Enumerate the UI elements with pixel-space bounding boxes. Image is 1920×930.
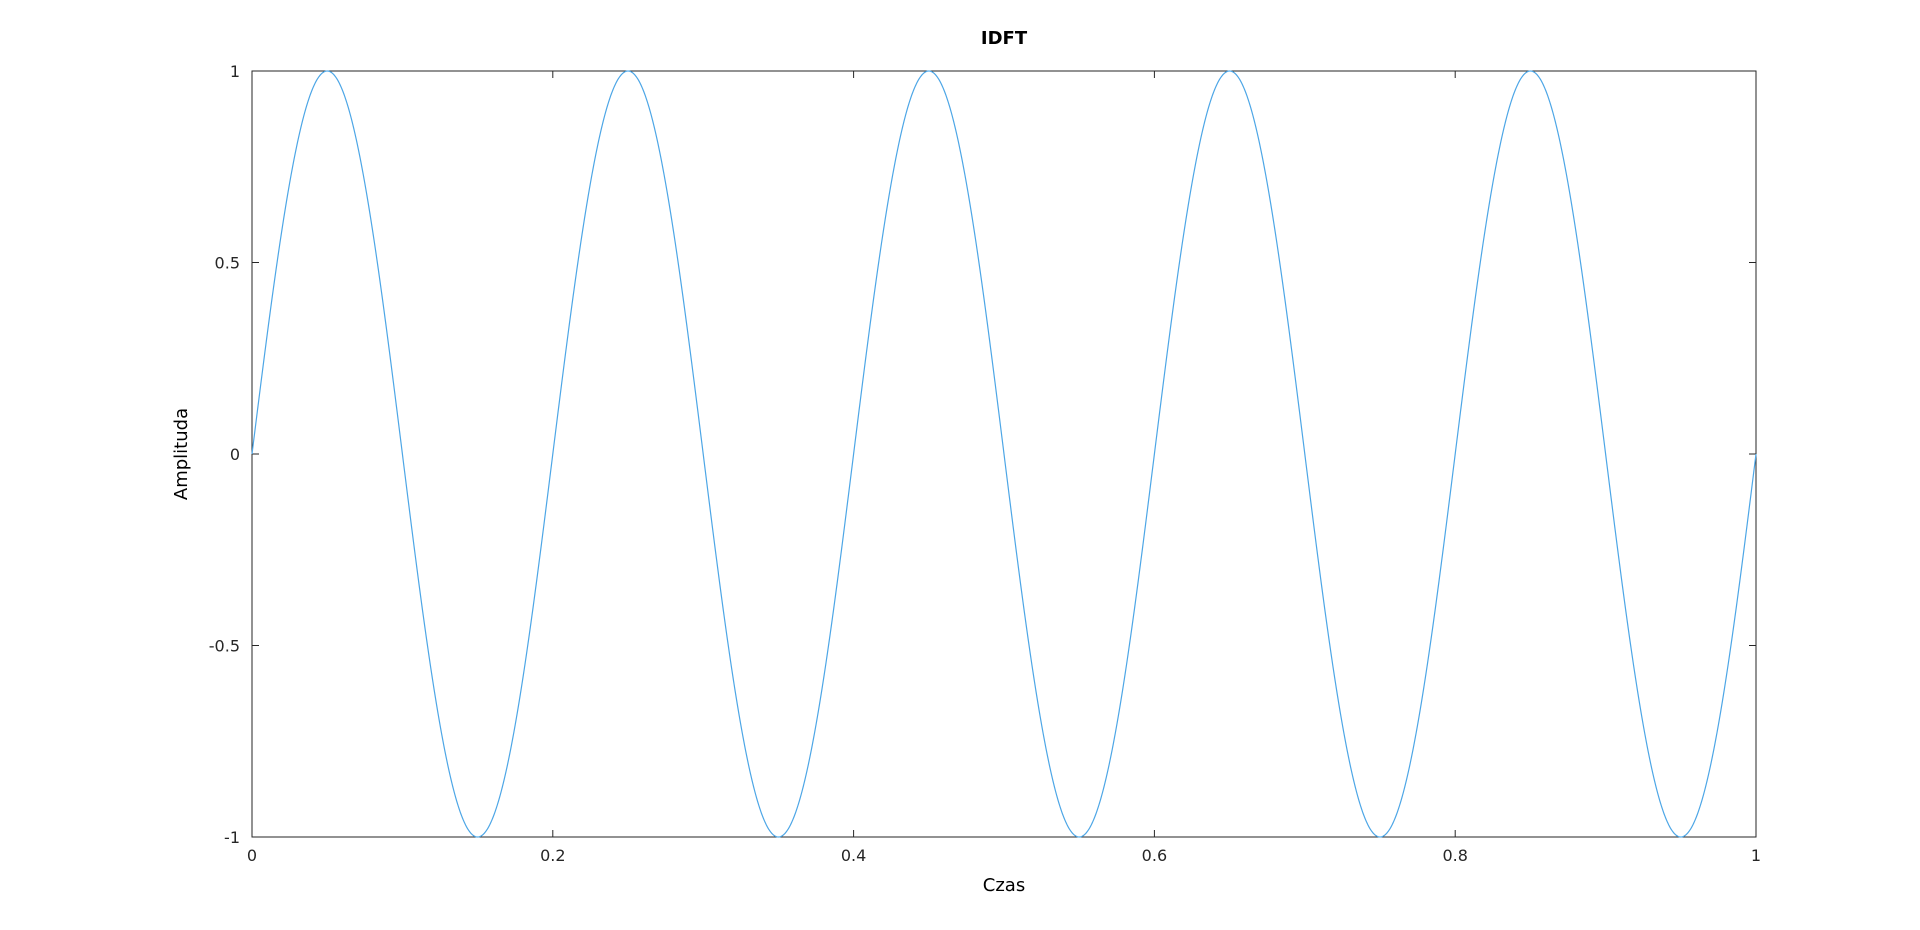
x-tick-label: 0.4	[841, 846, 866, 865]
x-tick-label: 1	[1751, 846, 1761, 865]
y-axis-label: Amplituda	[171, 408, 192, 500]
y-tick-label: -1	[224, 828, 240, 847]
x-tick-label: 0.8	[1442, 846, 1467, 865]
x-tick-label: 0	[247, 846, 257, 865]
x-axis-label: Czas	[983, 875, 1025, 896]
y-tick-label: 1	[230, 62, 240, 81]
series-line	[251, 70, 1757, 838]
y-tick-label: -0.5	[209, 637, 240, 656]
x-axis-ticks: 0 0.2 0.4 0.6 0.8 1	[247, 71, 1761, 865]
y-tick-label: 0	[230, 445, 240, 464]
x-tick-label: 0.6	[1142, 846, 1167, 865]
y-axis-ticks: -1 -0.5 0 0.5 1	[209, 62, 1756, 847]
y-tick-label: 0.5	[215, 254, 240, 273]
chart-title: IDFT	[981, 28, 1028, 49]
series-group	[251, 70, 1757, 838]
x-tick-label: 0.2	[540, 846, 565, 865]
